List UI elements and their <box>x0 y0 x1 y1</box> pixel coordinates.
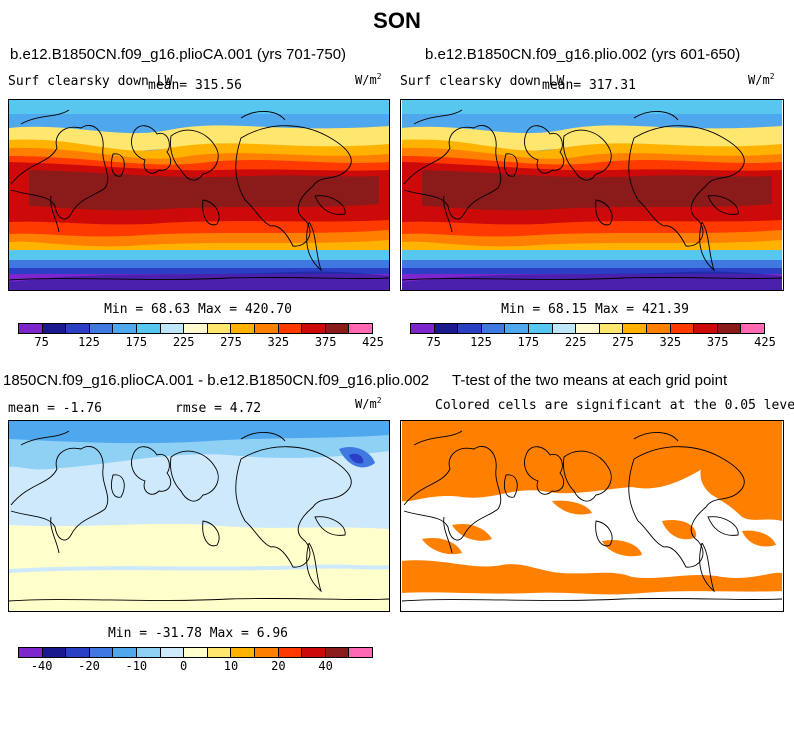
panel1-colorbar-tick-label: 425 <box>362 335 384 349</box>
panel3-colorbar-tick-label: -20 <box>78 659 100 673</box>
panel3-mean: mean = -1.76 <box>8 401 102 416</box>
panel1-title: b.e12.B1850CN.f09_g16.plioCA.001 (yrs 70… <box>10 46 347 63</box>
panel1-colorbar-swatch <box>160 324 185 333</box>
panel3-colorbar-swatch <box>184 648 208 657</box>
panel3-colorbar-swatch <box>136 648 161 657</box>
panel2-mean: mean= 317.31 <box>542 78 636 93</box>
panel2-colorbar-swatch <box>552 324 577 333</box>
panel2-colorbar-labels: 75 125 175 225 275 325 375 425 <box>410 335 775 349</box>
panel1-colorbar-swatch <box>349 324 372 333</box>
panel1-map <box>8 99 390 291</box>
panel1-colorbar-swatch <box>89 324 114 333</box>
panel3-colorbar-swatch <box>302 648 326 657</box>
panel2-colorbar-tick-label: 125 <box>470 335 492 349</box>
panel3-colorbar-swatch <box>160 648 185 657</box>
panel2-colorbar-tick-label: 175 <box>517 335 540 349</box>
panel3-colorbar-labels: -40 -20 -10 0 10 20 40 <box>18 659 373 673</box>
panel3-colorbar-swatch <box>278 648 303 657</box>
panel3-colorbar-tick-label: -40 <box>30 659 53 673</box>
panel2-colorbar-swatch <box>623 324 647 333</box>
panel3-colorbar-swatch <box>89 648 114 657</box>
panel3-colorbar <box>18 647 373 658</box>
panel2-colorbar-swatch <box>646 324 671 333</box>
panel2-colorbar-swatch <box>434 324 459 333</box>
panel1-colorbar-swatch <box>184 324 208 333</box>
panel3-colorbar-tick-label: 0 <box>180 659 188 673</box>
panel1-colorbar-swatch <box>113 324 137 333</box>
panel2-colorbar-tick-label: 75 <box>426 335 441 349</box>
panel1-colorbar <box>18 323 373 334</box>
panel1-colorbar-tick-label: 325 <box>267 335 290 349</box>
panel2-colorbar-tick-label: 325 <box>659 335 682 349</box>
panel1-colorbar-tick-label: 75 <box>34 335 49 349</box>
panel3-colorbar-swatch <box>42 648 67 657</box>
panel1-colorbar-tick-label: 275 <box>220 335 242 349</box>
panel3-colorbar-swatches <box>18 647 373 658</box>
panel3-units: W/m2 <box>355 396 382 411</box>
panel1-min-max: Min = 68.63 Max = 420.70 <box>104 302 292 317</box>
panel2-colorbar-swatch <box>505 324 529 333</box>
panel3-colorbar-swatch <box>19 648 43 657</box>
panel1-colorbar-swatch <box>136 324 161 333</box>
panel3-min-max: Min = -31.78 Max = 6.96 <box>107 626 288 641</box>
panel4-map <box>400 420 784 612</box>
panel1-colorbar-labels: 75 125 175 225 275 325 375 425 <box>18 335 383 349</box>
panel1-colorbar-swatches <box>18 323 373 334</box>
panel1-colorbar-swatch <box>66 324 90 333</box>
panel3-colorbar-tick-label: 20 <box>271 659 286 673</box>
panel4-subtitle: Colored cells are significant at the 0.0… <box>435 398 794 413</box>
panel2-colorbar-swatch <box>411 324 435 333</box>
panel2-title: b.e12.B1850CN.f09_g16.plio.002 (yrs 601-… <box>425 46 741 63</box>
panel3-title: 1850CN.f09_g16.plioCA.001 - b.e12.B1850C… <box>3 372 430 389</box>
panel3-colorbar-swatch <box>349 648 372 657</box>
panel2-units: W/m2 <box>748 72 775 87</box>
figure-title: SON <box>373 8 421 33</box>
panel2-colorbar-swatch <box>670 324 695 333</box>
panel2-map <box>400 99 784 291</box>
panel1-colorbar-swatch <box>254 324 279 333</box>
panel1-colorbar-swatch <box>42 324 67 333</box>
panel1-colorbar-swatch <box>207 324 232 333</box>
panel1-colorbar-swatch <box>278 324 303 333</box>
panel2-colorbar-swatch <box>694 324 718 333</box>
panel2-colorbar-swatch <box>576 324 600 333</box>
panel2-colorbar-swatches <box>410 323 765 334</box>
panel3-colorbar-tick-label: -10 <box>125 659 148 673</box>
panel2-colorbar-tick-label: 275 <box>612 335 634 349</box>
panel3-colorbar-tick-label: 40 <box>318 659 333 673</box>
panel3-colorbar-swatch <box>231 648 255 657</box>
panel3-rmse: rmse = 4.72 <box>175 401 262 416</box>
panel2-field-label: Surf clearsky down LW <box>400 74 565 89</box>
panel3-map <box>8 420 390 612</box>
panel3-colorbar-swatch <box>254 648 279 657</box>
panel1-colorbar-tick-label: 225 <box>172 335 195 349</box>
panel2-min-max: Min = 68.15 Max = 421.39 <box>501 302 689 317</box>
panel2-colorbar-swatch <box>741 324 764 333</box>
panel1-units: W/m2 <box>355 72 382 87</box>
panel1-mean: mean= 315.56 <box>148 78 242 93</box>
panel3-colorbar-swatch <box>66 648 90 657</box>
panel1-colorbar-tick-label: 375 <box>314 335 337 349</box>
panel2-colorbar-swatch <box>528 324 553 333</box>
panel1-colorbar-swatch <box>325 324 350 333</box>
panel1-colorbar-tick-label: 175 <box>125 335 148 349</box>
panel2-colorbar <box>410 323 765 334</box>
panel3-colorbar-swatch <box>207 648 232 657</box>
panel2-colorbar-swatch <box>717 324 742 333</box>
panel1-colorbar-swatch <box>19 324 43 333</box>
panel3-colorbar-tick-label: 10 <box>223 659 239 673</box>
panel2-colorbar-swatch <box>481 324 506 333</box>
panel4-title: T-test of the two means at each grid poi… <box>452 372 728 389</box>
panel1-colorbar-tick-label: 125 <box>78 335 100 349</box>
panel2-colorbar-tick-label: 375 <box>706 335 729 349</box>
panel2-colorbar-swatch <box>599 324 624 333</box>
panel2-colorbar-tick-label: 225 <box>564 335 587 349</box>
panel1-field-label: Surf clearsky down LW <box>8 74 173 89</box>
panel1-colorbar-swatch <box>231 324 255 333</box>
panel3-colorbar-swatch <box>113 648 137 657</box>
panel1-colorbar-swatch <box>302 324 326 333</box>
panel3-colorbar-swatch <box>325 648 350 657</box>
panel2-colorbar-tick-label: 425 <box>754 335 776 349</box>
panel2-colorbar-swatch <box>458 324 482 333</box>
